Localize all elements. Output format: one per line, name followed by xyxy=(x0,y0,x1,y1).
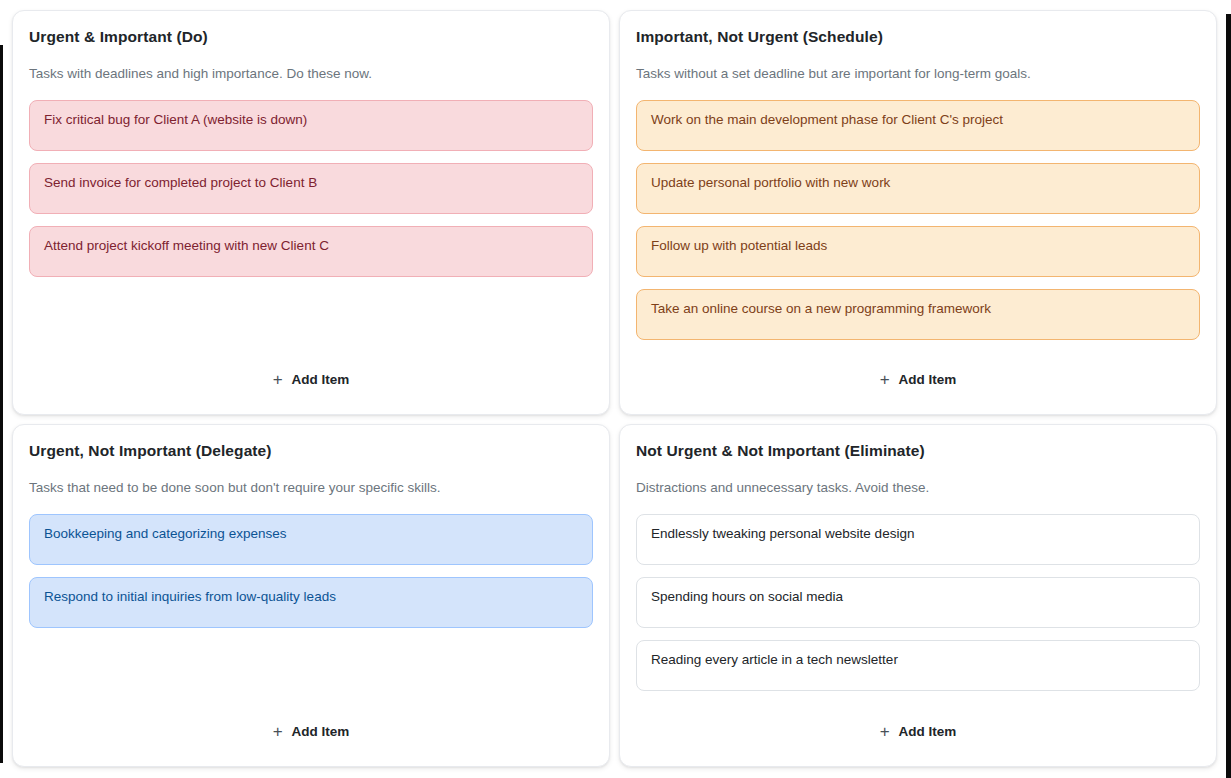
task-card[interactable]: Follow up with potential leads xyxy=(636,226,1200,277)
quadrant-description: Distractions and unnecessary tasks. Avoi… xyxy=(636,480,1200,496)
task-list: Bookkeeping and categorizing expenses Res… xyxy=(29,514,593,628)
quadrant-title: Important, Not Urgent (Schedule) xyxy=(636,27,1200,46)
plus-icon: + xyxy=(273,723,283,740)
plus-icon: + xyxy=(880,723,890,740)
add-item-button[interactable]: + Add Item xyxy=(263,367,360,392)
eisenhower-matrix-app: Urgent & Important (Do) Tasks with deadl… xyxy=(0,0,1231,778)
add-item-button[interactable]: + Add Item xyxy=(870,719,967,744)
task-card[interactable]: Endlessly tweaking personal website desi… xyxy=(636,514,1200,565)
screen-edge-artifact-right xyxy=(1226,14,1231,778)
add-item-label: Add Item xyxy=(899,372,957,387)
add-item-label: Add Item xyxy=(292,372,350,387)
task-list: Work on the main development phase for C… xyxy=(636,100,1200,340)
quadrant-important-not-urgent-schedule: Important, Not Urgent (Schedule) Tasks w… xyxy=(619,10,1217,415)
quadrant-title: Urgent & Important (Do) xyxy=(29,27,593,46)
quadrant-title: Urgent, Not Important (Delegate) xyxy=(29,441,593,460)
task-card[interactable]: Reading every article in a tech newslett… xyxy=(636,640,1200,691)
task-list: Fix critical bug for Client A (website i… xyxy=(29,100,593,277)
task-card[interactable]: Attend project kickoff meeting with new … xyxy=(29,226,593,277)
plus-icon: + xyxy=(880,371,890,388)
task-card[interactable]: Send invoice for completed project to Cl… xyxy=(29,163,593,214)
task-card[interactable]: Take an online course on a new programmi… xyxy=(636,289,1200,340)
quadrant-urgent-important-do: Urgent & Important (Do) Tasks with deadl… xyxy=(12,10,610,415)
screen-edge-artifact-left xyxy=(0,45,3,763)
quadrant-description: Tasks with deadlines and high importance… xyxy=(29,66,593,82)
add-item-label: Add Item xyxy=(899,724,957,739)
task-card[interactable]: Fix critical bug for Client A (website i… xyxy=(29,100,593,151)
task-card[interactable]: Work on the main development phase for C… xyxy=(636,100,1200,151)
task-card[interactable]: Respond to initial inquiries from low-qu… xyxy=(29,577,593,628)
task-card[interactable]: Bookkeeping and categorizing expenses xyxy=(29,514,593,565)
quadrant-description: Tasks without a set deadline but are imp… xyxy=(636,66,1200,82)
task-card[interactable]: Spending hours on social media xyxy=(636,577,1200,628)
plus-icon: + xyxy=(273,371,283,388)
add-item-button[interactable]: + Add Item xyxy=(263,719,360,744)
add-item-button[interactable]: + Add Item xyxy=(870,367,967,392)
quadrant-not-urgent-not-important-eliminate: Not Urgent & Not Important (Eliminate) D… xyxy=(619,424,1217,767)
task-list: Endlessly tweaking personal website desi… xyxy=(636,514,1200,691)
add-item-label: Add Item xyxy=(292,724,350,739)
quadrant-description: Tasks that need to be done soon but don'… xyxy=(29,480,593,496)
quadrant-grid: Urgent & Important (Do) Tasks with deadl… xyxy=(12,10,1217,767)
quadrant-urgent-not-important-delegate: Urgent, Not Important (Delegate) Tasks t… xyxy=(12,424,610,767)
task-card[interactable]: Update personal portfolio with new work xyxy=(636,163,1200,214)
quadrant-title: Not Urgent & Not Important (Eliminate) xyxy=(636,441,1200,460)
